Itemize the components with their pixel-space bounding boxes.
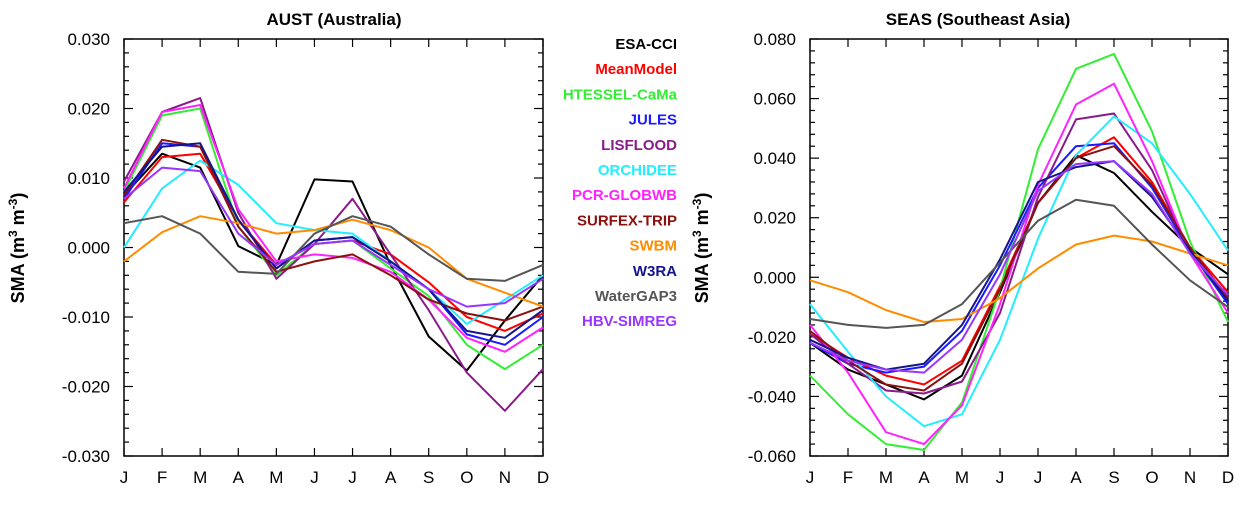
series-line-w3ra-aust: [123, 142, 544, 339]
legend-entry-esa-cci: ESA-CCI: [615, 36, 677, 53]
legend-entry-hbv-simreg: HBV-SIMREG: [582, 313, 677, 330]
y-tick-label: -0.020: [748, 328, 796, 347]
y-tick-label: 0.020: [67, 100, 110, 119]
y-axis-label-aust: SMA (m3 m-3): [6, 193, 28, 304]
y-axis-label-seas: SMA (m3 m-3): [690, 193, 712, 304]
chart-title-seas: SEAS (Southeast Asia): [886, 10, 1071, 29]
x-tick-label: M: [955, 468, 969, 487]
x-tick-label: S: [423, 468, 434, 487]
y-tick-label: -0.040: [748, 387, 796, 406]
x-tick-label: M: [879, 468, 893, 487]
series-line-lisflood-seas: [809, 112, 1229, 395]
legend-entry-surfex-trip: SURFEX-TRIP: [577, 212, 677, 229]
legend-entry-orchidee: ORCHIDEE: [598, 162, 677, 179]
series-line-meanmodel-seas: [809, 136, 1229, 386]
x-tick-label: O: [460, 468, 473, 487]
series-line-hbv-simreg-aust: [123, 166, 544, 308]
x-tick-label: F: [843, 468, 853, 487]
series-line-jules-seas: [809, 142, 1229, 374]
x-tick-label: S: [1108, 468, 1119, 487]
x-tick-label: A: [233, 468, 245, 487]
chart-panel-seas: SEAS (Southeast Asia) J F M A M J J A S O N D -0.060…: [690, 10, 1234, 487]
legend-entry-watergap3: WaterGAP3: [595, 288, 677, 305]
y-tick-label: -0.060: [748, 447, 796, 466]
axes-aust: J F M A M J J A S O N D -0.030 -0.020 -0.010 0.000 0.010…: [62, 30, 549, 487]
series-line-surfex-trip-aust: [123, 138, 544, 322]
y-tick-label: -0.030: [62, 447, 110, 466]
series-line-swbm-seas: [809, 234, 1229, 323]
chart-title-aust: AUST (Australia): [266, 10, 401, 29]
x-tick-label: M: [193, 468, 207, 487]
legend-entry-htessel-cama: HTESSEL-CaMa: [563, 86, 678, 103]
x-tick-label: O: [1145, 468, 1158, 487]
x-tick-label: J: [1034, 468, 1043, 487]
x-tick-label: M: [269, 468, 283, 487]
x-tick-label: J: [348, 468, 357, 487]
series-line-swbm-aust: [123, 215, 544, 308]
x-tick-label: J: [996, 468, 1005, 487]
y-tick-label: 0.060: [753, 90, 796, 109]
y-tick-label: 0.010: [67, 169, 110, 188]
series-line-surfex-trip-seas: [809, 145, 1229, 392]
x-tick-label: N: [1184, 468, 1196, 487]
y-tick-label: 0.080: [753, 30, 796, 49]
y-tick-label: -0.020: [62, 378, 110, 397]
y-tick-label: 0.000: [67, 239, 110, 258]
x-tick-label: F: [157, 468, 167, 487]
axes-seas: J F M A M J J A S O N D -0.060 -0.040 -0.020 0.000 0.020…: [748, 30, 1234, 487]
x-tick-label: A: [385, 468, 397, 487]
x-tick-label: A: [918, 468, 930, 487]
series-line-orchidee-seas: [809, 115, 1229, 428]
x-tick-label: J: [120, 468, 129, 487]
x-tick-label: D: [1222, 468, 1234, 487]
legend-entry-pcr-globwb: PCR-GLOBWB: [572, 187, 677, 204]
x-tick-label: N: [499, 468, 511, 487]
legend-entry-lisflood: LISFLOOD: [601, 137, 677, 154]
y-tick-label: 0.020: [753, 209, 796, 228]
y-tick-label: 0.000: [753, 268, 796, 287]
series-line-lisflood-aust: [123, 97, 544, 412]
series-line-hbv-simreg-seas: [809, 160, 1229, 374]
series-line-watergap3-seas: [809, 198, 1229, 329]
x-tick-label: A: [1070, 468, 1082, 487]
plot-frame-aust: [123, 38, 544, 457]
x-tick-label: J: [806, 468, 815, 487]
plot-frame-seas: [809, 38, 1229, 457]
legend-entry-meanmodel: MeanModel: [595, 61, 677, 78]
series-group-aust: [123, 97, 544, 412]
legend: ESA-CCI MeanModel HTESSEL-CaMa JULES LISFLOO…: [563, 36, 678, 330]
y-tick-label: 0.030: [67, 30, 110, 49]
series-line-orchidee-aust: [123, 159, 544, 325]
legend-entry-jules: JULES: [629, 112, 677, 129]
series-line-pcr-globwb-aust: [123, 104, 544, 353]
y-tick-label: 0.040: [753, 149, 796, 168]
x-tick-label: J: [310, 468, 319, 487]
series-group-seas: [809, 52, 1229, 451]
x-tick-label: D: [537, 468, 549, 487]
legend-entry-swbm: SWBM: [630, 238, 678, 255]
legend-entry-w3ra: W3RA: [633, 263, 677, 280]
series-line-watergap3-aust: [123, 215, 544, 282]
series-line-pcr-globwb-seas: [809, 82, 1229, 446]
y-tick-label: -0.010: [62, 308, 110, 327]
chart-panel-aust: AUST (Australia) J F M A M J J A S O N D -0.030 -0.02…: [6, 10, 549, 487]
